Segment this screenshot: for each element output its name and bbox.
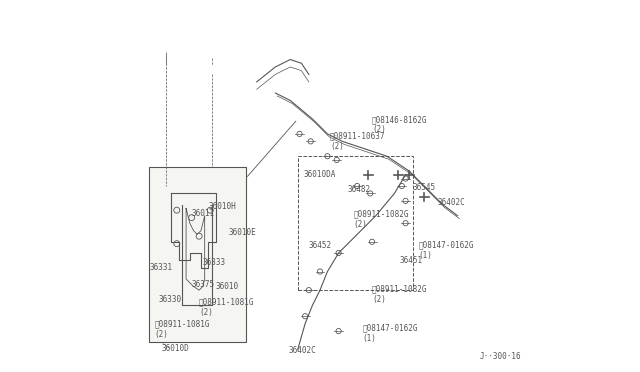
- Text: Ⓑ08147-0162G
(1): Ⓑ08147-0162G (1): [419, 240, 474, 260]
- Text: 36010D: 36010D: [162, 344, 189, 353]
- Text: 36010H: 36010H: [209, 202, 236, 211]
- Text: Ⓝ08911-10637
(2): Ⓝ08911-10637 (2): [330, 132, 385, 151]
- Text: Ⓝ08911-1081G
(2): Ⓝ08911-1081G (2): [154, 320, 210, 339]
- Text: 36333: 36333: [203, 258, 226, 267]
- Text: 36010DA: 36010DA: [303, 170, 335, 179]
- Text: 36451: 36451: [400, 256, 423, 265]
- Text: 36011: 36011: [191, 209, 215, 218]
- Text: 36010E: 36010E: [229, 228, 257, 237]
- Text: 36545: 36545: [413, 183, 436, 192]
- Text: J··300·16: J··300·16: [480, 352, 522, 361]
- Text: 36010: 36010: [216, 282, 239, 291]
- Text: 36482: 36482: [348, 185, 371, 194]
- Text: 36402C: 36402C: [289, 346, 316, 355]
- Text: 36452: 36452: [308, 241, 332, 250]
- Text: Ⓝ08911-1082G
(2): Ⓝ08911-1082G (2): [372, 284, 428, 304]
- Text: Ⓝ08911-1081G
(2): Ⓝ08911-1081G (2): [199, 297, 255, 317]
- Text: Ⓑ08146-8162G
(2): Ⓑ08146-8162G (2): [372, 115, 428, 134]
- Text: 36330: 36330: [158, 295, 181, 304]
- Bar: [149, 167, 246, 342]
- Text: Ⓑ08147-0162G
(1): Ⓑ08147-0162G (1): [363, 323, 419, 343]
- Text: Ⓝ08911-1082G
(2): Ⓝ08911-1082G (2): [353, 210, 409, 229]
- Text: 36331: 36331: [150, 263, 173, 272]
- Bar: [298, 156, 413, 290]
- Text: 36375: 36375: [191, 280, 215, 289]
- Text: 36402C: 36402C: [437, 198, 465, 207]
